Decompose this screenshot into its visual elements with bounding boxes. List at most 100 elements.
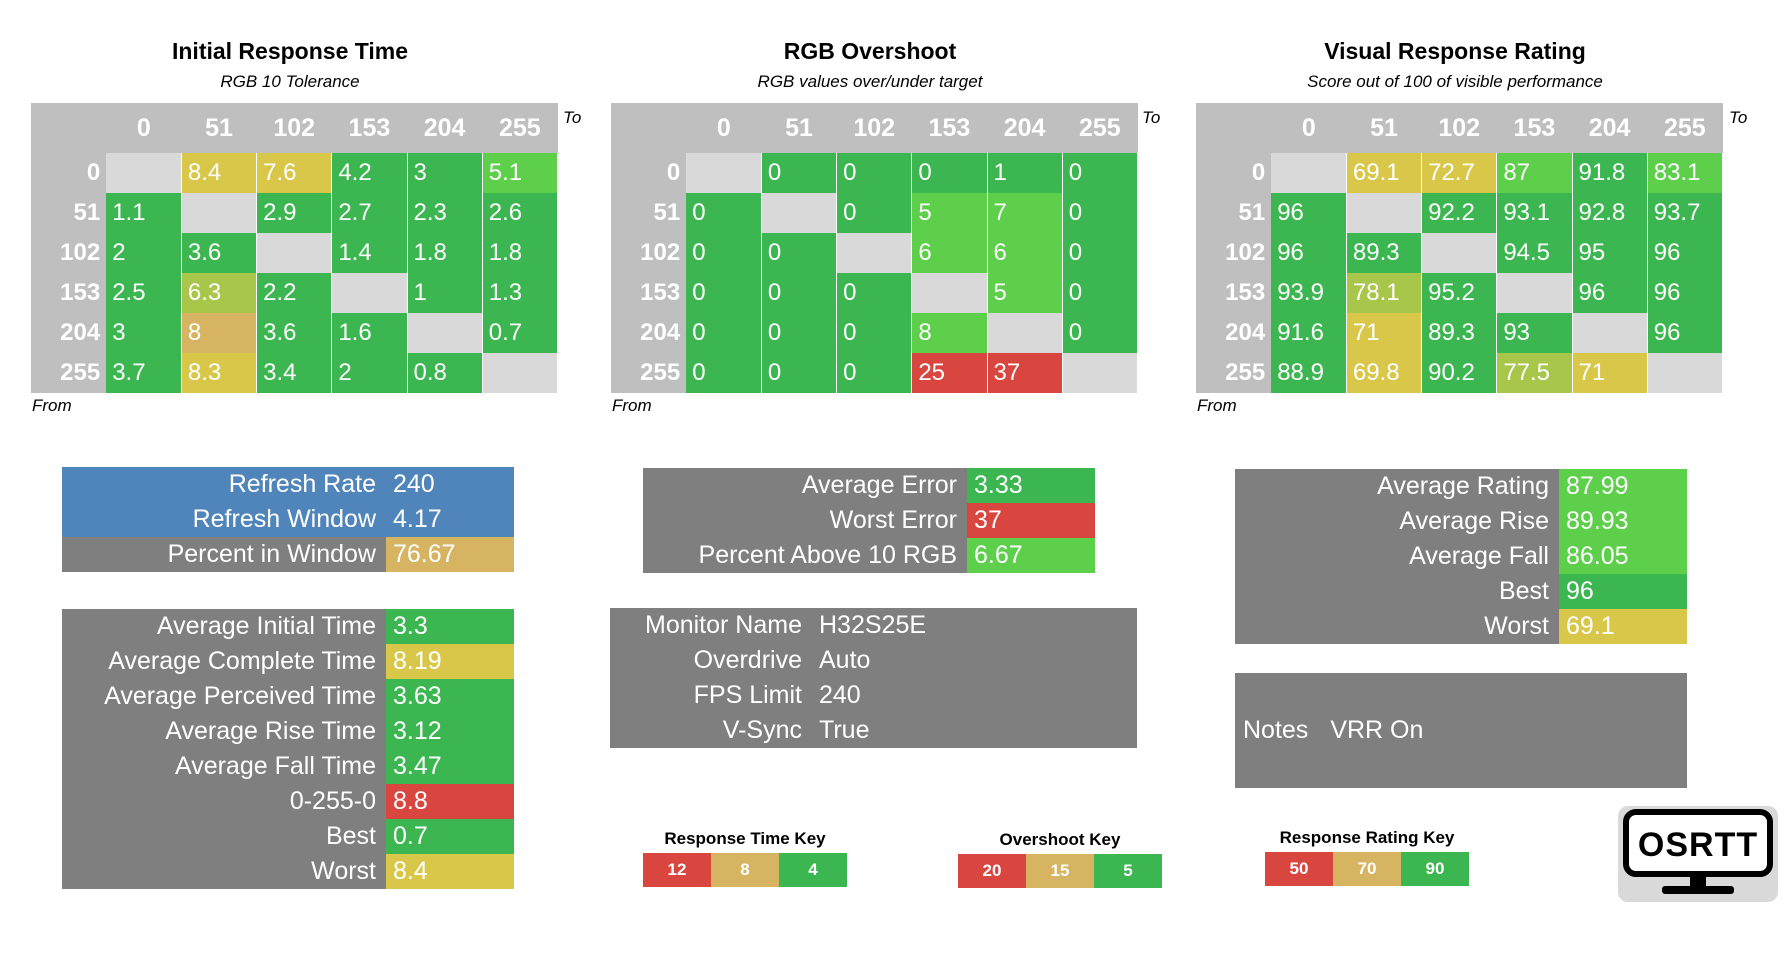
visual-response-matrix: 0 51 102 153 204 255 0 69.1 72.7 87 91.8 83.1 51 96 92… — [1196, 103, 1724, 393]
column-header-102: 102 — [1421, 103, 1497, 153]
key-swatch: 70 — [1333, 852, 1401, 886]
heatmap-cell: 96 — [1271, 193, 1347, 233]
stat-value: 3.33 — [967, 468, 1095, 503]
diagonal-cell — [1271, 153, 1347, 193]
heatmap-cell: 5.1 — [482, 153, 559, 193]
key-swatch: 20 — [958, 854, 1026, 888]
diagonal-cell — [1572, 313, 1648, 353]
heatmap-cell: 96 — [1647, 313, 1724, 353]
row-header-102: 102 — [31, 233, 107, 273]
subtitle-visual-response: Score out of 100 of visible performance — [1307, 72, 1603, 91]
heatmap-cell: 2.5 — [106, 273, 182, 313]
title-initial-response: Initial Response Time — [171, 38, 409, 64]
row-header-102: 102 — [1196, 233, 1272, 273]
stat-label: Monitor Name — [610, 608, 812, 643]
stat-label: Average Rise — [1235, 504, 1559, 539]
row-header-0: 0 — [31, 153, 107, 193]
column-header-204: 204 — [987, 103, 1063, 153]
heatmap-cell: 0 — [1062, 193, 1139, 233]
stat-value: H32S25E — [812, 608, 1137, 643]
heatmap-cell: 0 — [836, 153, 913, 193]
row-header-153: 153 — [1196, 273, 1272, 313]
heatmap-cell: 0 — [761, 353, 838, 393]
column-header-255: 255 — [1647, 103, 1723, 153]
stat-value: 4.17 — [386, 502, 514, 537]
heatmap-cell: 6 — [911, 233, 988, 273]
heatmap-cell: 0 — [1062, 153, 1139, 193]
heatmap-cell: 5 — [987, 273, 1063, 313]
diagonal-cell — [407, 313, 483, 353]
column-header-0: 0 — [106, 103, 182, 153]
column-header-102: 102 — [836, 103, 912, 153]
heatmap-cell: 69.8 — [1346, 353, 1423, 393]
heatmap-cell: 0 — [836, 193, 913, 233]
row-header-153: 153 — [611, 273, 687, 313]
heatmap-cell: 7 — [987, 193, 1063, 233]
key-swatch: 4 — [779, 853, 847, 887]
heatmap-cell: 0 — [761, 233, 838, 273]
stat-value: 8.8 — [386, 784, 514, 819]
stat-label: Average Error — [643, 468, 967, 503]
heatmap-cell: 1 — [987, 153, 1063, 193]
heatmap-cell: 0 — [836, 313, 913, 353]
heatmap-cell: 71 — [1346, 313, 1423, 353]
heatmap-cell: 6.3 — [181, 273, 258, 313]
heatmap-cell: 95 — [1572, 233, 1648, 273]
diagonal-cell — [1062, 353, 1139, 393]
stat-label: Worst — [62, 854, 386, 889]
heatmap-cell: 2 — [331, 353, 408, 393]
monitor-icon: OSRTT — [1623, 809, 1773, 894]
heatmap-cell: 37 — [987, 353, 1063, 393]
stat-value: 37 — [967, 503, 1095, 538]
logo-text: OSRTT — [1638, 826, 1758, 864]
heatmap-cell: 93.1 — [1496, 193, 1573, 233]
stat-value: 0.7 — [386, 819, 514, 854]
diagonal-cell — [836, 233, 913, 273]
row-header-255: 255 — [31, 353, 107, 393]
stat-label: Average Rise Time — [62, 714, 386, 749]
heatmap-cell: 93 — [1496, 313, 1573, 353]
row-header-153: 153 — [31, 273, 107, 313]
heatmap-cell: 0 — [836, 273, 913, 313]
heatmap-cell: 94.5 — [1496, 233, 1573, 273]
stat-label: Overdrive — [610, 643, 812, 678]
key-swatch: 5 — [1094, 854, 1162, 888]
heatmap-cell: 91.8 — [1572, 153, 1648, 193]
heatmap-cell: 3 — [407, 153, 483, 193]
heatmap-cell: 83.1 — [1647, 153, 1724, 193]
matrix-corner — [611, 103, 687, 153]
heatmap-cell: 7.6 — [256, 153, 333, 193]
stat-value: 3.3 — [386, 609, 514, 644]
stat-value: Auto — [812, 643, 1137, 678]
diagonal-cell — [106, 153, 182, 193]
row-header-102: 102 — [611, 233, 687, 273]
heatmap-cell: 88.9 — [1271, 353, 1347, 393]
heatmap-cell: 96 — [1572, 273, 1648, 313]
row-header-0: 0 — [611, 153, 687, 193]
stat-value: 3.47 — [386, 749, 514, 784]
diagonal-cell — [1647, 353, 1724, 393]
heatmap-cell: 96 — [1271, 233, 1347, 273]
column-header-204: 204 — [1572, 103, 1648, 153]
heatmap-cell: 96 — [1647, 233, 1724, 273]
heatmap-cell: 8.3 — [181, 353, 258, 393]
stat-value: 69.1 — [1559, 609, 1687, 644]
row-header-51: 51 — [611, 193, 687, 233]
response-time-key: 12 8 4 — [643, 853, 847, 887]
stat-label: Average Fall — [1235, 539, 1559, 574]
row-header-204: 204 — [1196, 313, 1272, 353]
stat-value: 89.93 — [1559, 504, 1687, 539]
row-header-204: 204 — [31, 313, 107, 353]
heatmap-cell: 1.4 — [331, 233, 408, 273]
heatmap-cell: 3 — [106, 313, 182, 353]
stat-value: 96 — [1559, 574, 1687, 609]
heatmap-cell: 1 — [407, 273, 483, 313]
heatmap-cell: 78.1 — [1346, 273, 1423, 313]
stat-value: 240 — [812, 678, 1137, 713]
heatmap-cell: 0 — [1062, 233, 1139, 273]
matrix-corner — [1196, 103, 1272, 153]
diagonal-cell — [1421, 233, 1498, 273]
response-time-key-title: Response Time Key — [664, 829, 826, 848]
heatmap-cell: 0 — [1062, 273, 1139, 313]
stat-label: Percent in Window — [62, 537, 386, 572]
